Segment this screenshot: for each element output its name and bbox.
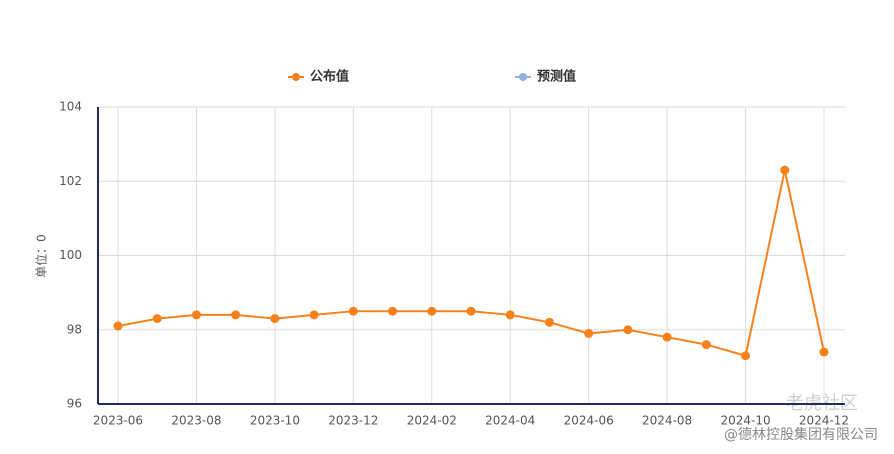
x-tick-label: 2024-08 — [642, 414, 692, 428]
x-tick-label: 2023-08 — [171, 414, 221, 428]
y-axis-label: 单位：0 — [34, 234, 49, 278]
point — [505, 310, 515, 320]
legend-label: 预测值 — [537, 69, 576, 85]
x-tick-label: 2023-10 — [250, 414, 300, 428]
legend-marker — [292, 73, 300, 81]
point — [623, 325, 633, 335]
x-tick-label: 2024-04 — [485, 414, 535, 428]
point — [191, 310, 201, 320]
y-tick-label: 104 — [59, 100, 82, 114]
x-tick-label: 2024-10 — [720, 414, 770, 428]
point — [701, 340, 711, 350]
point — [780, 165, 790, 175]
x-tick-label: 2024-12 — [799, 414, 849, 428]
point — [348, 306, 358, 316]
point — [152, 314, 162, 324]
y-tick-label: 100 — [59, 248, 82, 262]
y-tick-label: 96 — [67, 397, 82, 411]
y-tick-label: 102 — [59, 174, 82, 188]
legend-marker — [519, 73, 527, 81]
x-tick-label: 2024-02 — [407, 414, 457, 428]
point — [388, 306, 398, 316]
x-tick-label: 2024-06 — [564, 414, 614, 428]
x-tick-label: 2023-12 — [328, 414, 378, 428]
point — [231, 310, 241, 320]
point — [113, 321, 123, 331]
point — [466, 306, 476, 316]
point — [584, 328, 594, 338]
series-line — [117, 169, 825, 357]
y-tick-label: 98 — [67, 322, 82, 336]
source: @德林控股集团有限公司 — [724, 426, 878, 443]
point — [309, 310, 319, 320]
x-tick-label: 2023-06 — [93, 414, 143, 428]
legend-label: 公布值 — [310, 69, 349, 85]
point — [819, 347, 829, 357]
point — [544, 317, 554, 327]
point — [427, 306, 437, 316]
point — [270, 314, 280, 324]
point — [741, 351, 751, 361]
point — [662, 332, 672, 342]
